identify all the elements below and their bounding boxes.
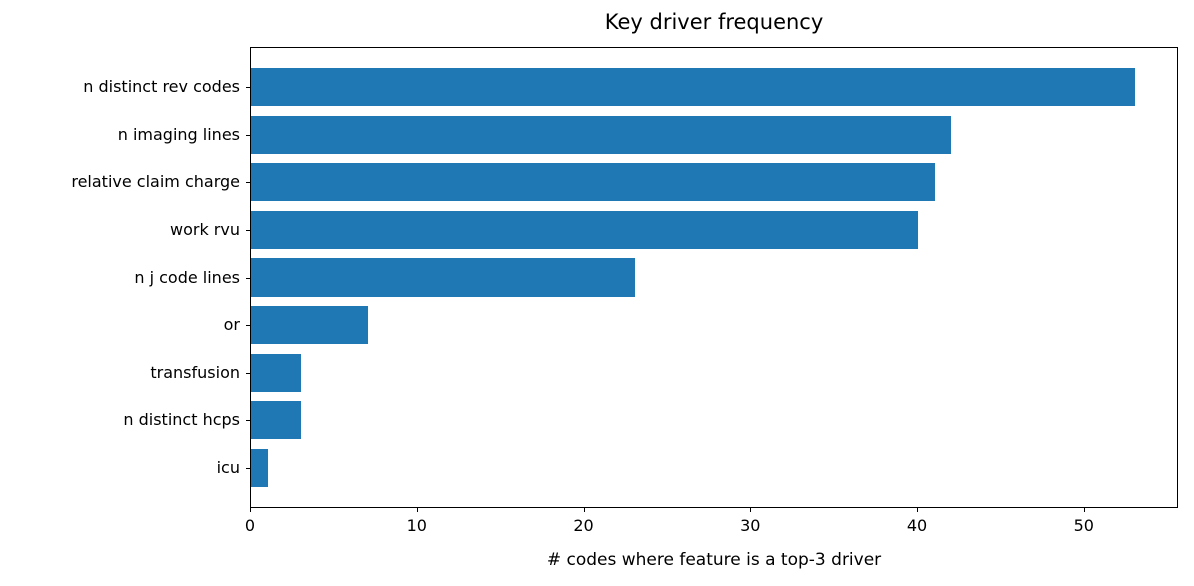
x-axis-label: # codes where feature is a top-3 driver: [546, 550, 882, 570]
y-tick-mark: [246, 467, 250, 469]
y-tick-label: or: [223, 315, 240, 335]
bar-n-j-code-lines: [251, 258, 635, 297]
x-tick-label: 50: [1073, 516, 1094, 535]
bar-n-imaging-lines: [251, 115, 952, 154]
bar-n-distinct-rev-codes: [251, 67, 1135, 107]
x-tick-label: 30: [740, 516, 761, 535]
x-tick-mark: [416, 508, 418, 512]
y-tick-label: n distinct hcps: [123, 410, 240, 430]
bar-transfusion: [251, 353, 302, 392]
y-tick-label: relative claim charge: [71, 172, 240, 192]
x-tick-label: 40: [906, 516, 928, 535]
y-tick-label: work rvu: [170, 219, 240, 239]
bar-or: [251, 306, 368, 345]
bar-relative-claim-charge: [251, 163, 935, 202]
x-tick-label: 10: [406, 516, 427, 535]
y-tick-mark: [246, 182, 250, 184]
y-tick-label: icu: [216, 457, 240, 477]
x-tick-mark: [1083, 508, 1085, 512]
y-tick-mark: [246, 134, 250, 136]
bar-n-distinct-hcps: [251, 401, 302, 440]
x-tick-mark: [750, 508, 752, 512]
x-tick-mark: [583, 508, 585, 512]
y-tick-mark: [246, 87, 250, 88]
bar-icu: [251, 448, 268, 488]
y-tick-mark: [246, 372, 250, 374]
y-tick-label: transfusion: [150, 362, 240, 382]
chart-title: Key driver frequency: [604, 10, 824, 34]
y-tick-label: n j code lines: [134, 267, 240, 287]
x-tick-label: 20: [573, 516, 594, 535]
y-tick-mark: [246, 420, 250, 422]
x-tick-label: 0: [244, 516, 256, 535]
y-tick-mark: [246, 277, 250, 279]
x-tick-mark: [250, 508, 251, 512]
plot-area: [250, 47, 1178, 508]
y-tick-label: n distinct rev codes: [83, 77, 240, 96]
y-tick-label: n imaging lines: [117, 124, 240, 144]
y-tick-mark: [246, 325, 250, 327]
y-tick-mark: [246, 229, 250, 231]
x-tick-mark: [917, 508, 919, 512]
bar-work-rvu: [251, 210, 919, 249]
